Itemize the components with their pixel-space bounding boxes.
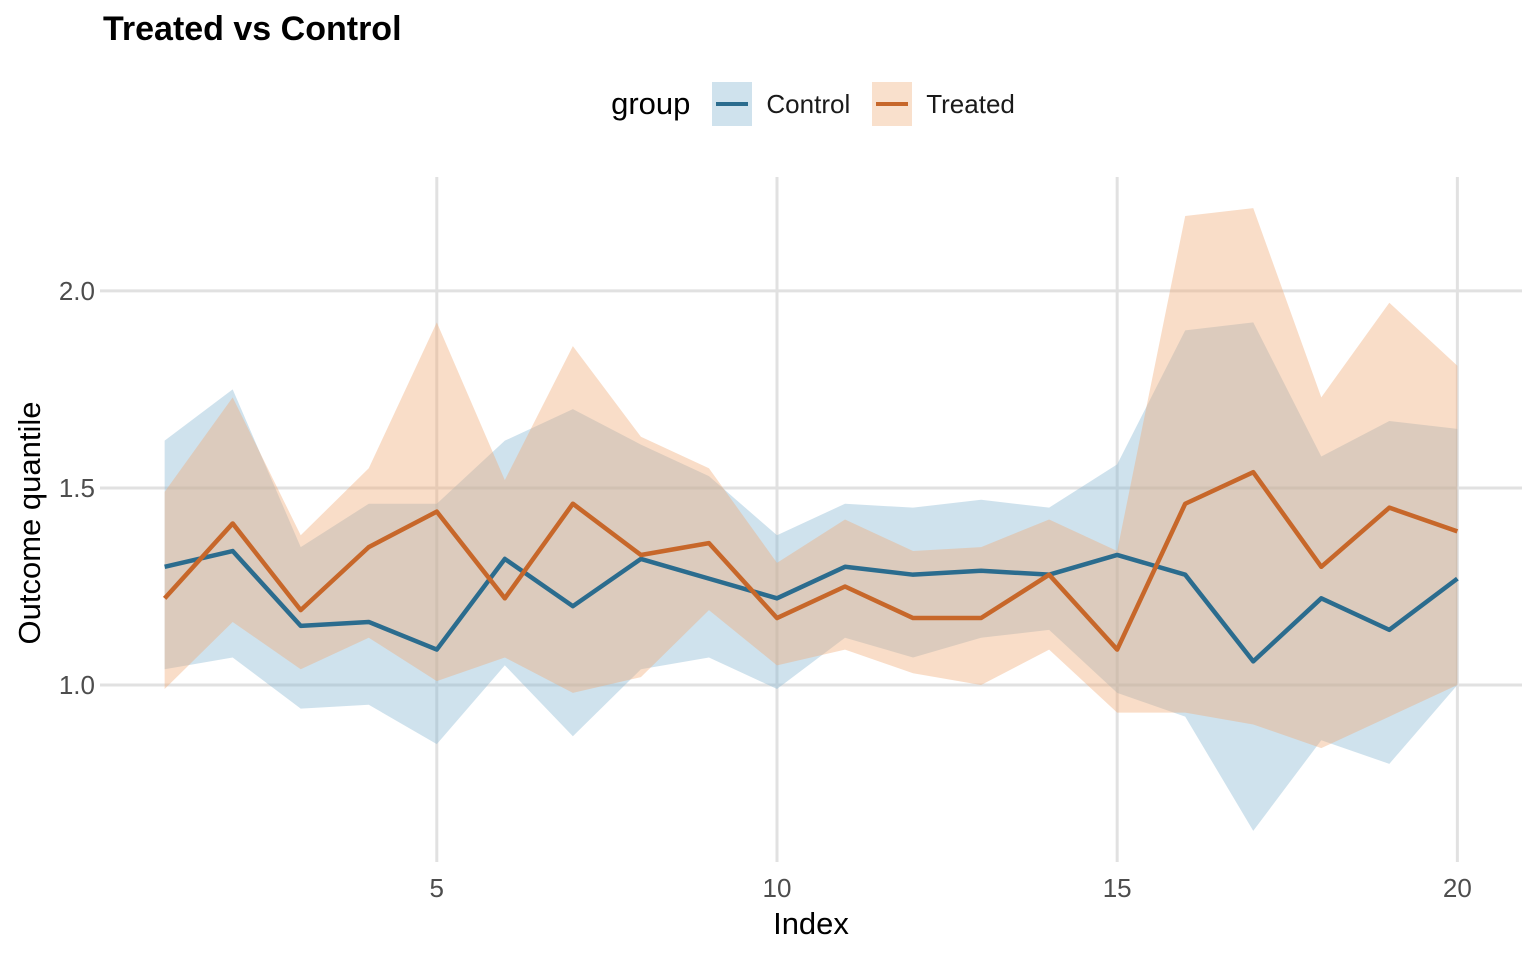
legend-title: group — [611, 86, 691, 121]
ribbon-control — [164, 322, 1458, 831]
legend-label-control: Control — [766, 88, 851, 119]
y-tick-label: 1.0 — [59, 670, 95, 700]
x-tick-label: 15 — [1103, 873, 1132, 903]
legend-item-treated: Treated — [872, 82, 1015, 126]
x-tick-label: 20 — [1443, 873, 1472, 903]
x-axis-title: Index — [773, 906, 849, 941]
control-line-icon — [716, 102, 749, 106]
x-tick-label: 5 — [430, 873, 444, 903]
legend-label-treated: Treated — [926, 88, 1015, 119]
legend-item-control: Control — [712, 82, 850, 126]
line-control — [164, 548, 1459, 664]
y-tick-label: 2.0 — [59, 276, 95, 306]
legend: group Control Treated — [45, 82, 1536, 126]
treated-line-icon — [876, 102, 909, 106]
treated-ribbon-swatch-icon — [872, 82, 913, 126]
control-ribbon-swatch-icon — [712, 82, 753, 126]
chart-title: Treated vs Control — [103, 10, 402, 48]
y-tick-label: 1.5 — [59, 473, 95, 503]
x-tick-label: 10 — [763, 873, 792, 903]
line-treated — [162, 469, 1459, 652]
y-axis-title: Outcome quantile — [12, 401, 47, 645]
